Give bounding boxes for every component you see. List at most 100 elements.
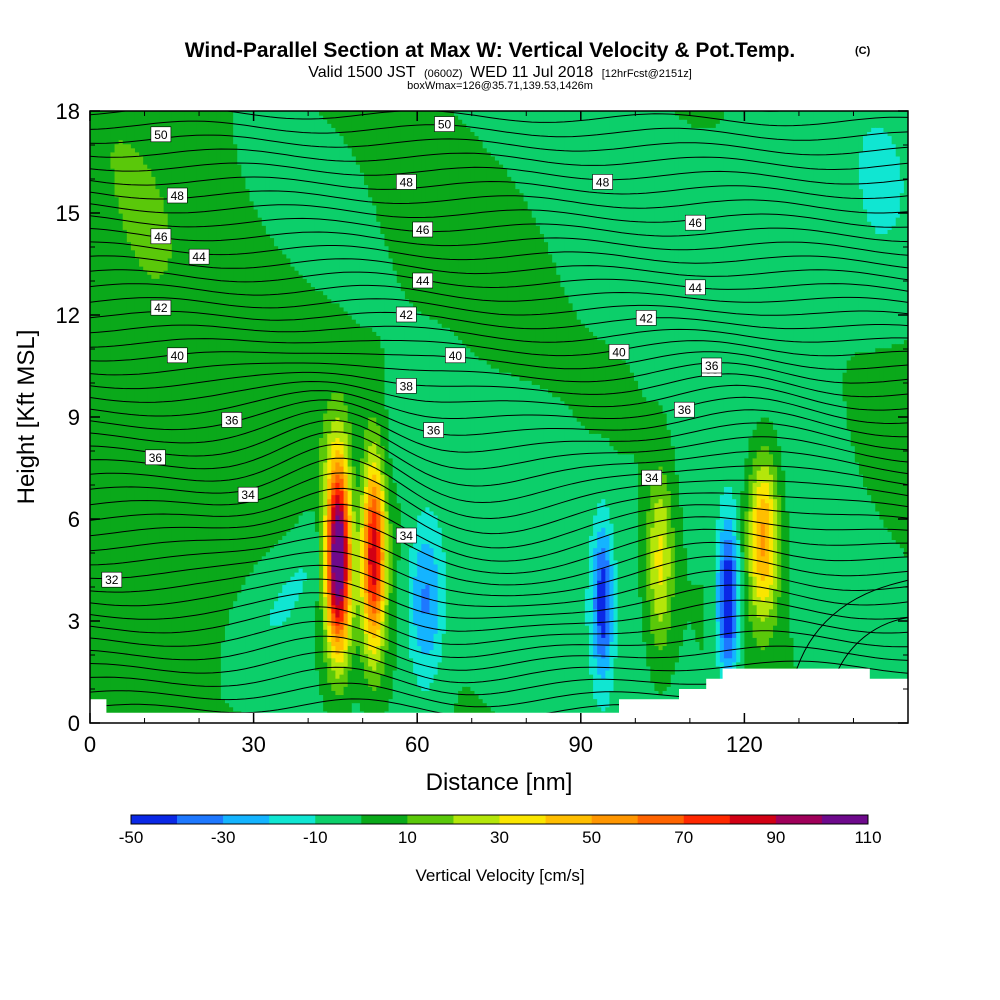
- y-tick-label: 12: [56, 303, 80, 328]
- y-tick-label: 0: [68, 711, 80, 736]
- colorbar-swatch: [545, 815, 592, 824]
- svg-text:38: 38: [400, 379, 414, 393]
- colorbar-tick-label: 30: [490, 828, 509, 847]
- theta-contour-label: 36: [145, 449, 166, 466]
- y-tick-label: 18: [56, 99, 80, 124]
- y-tick-label: 6: [68, 507, 80, 532]
- subtitle-forecast: [12hrFcst@2151z]: [602, 68, 692, 80]
- colorbar-tick-label: -30: [211, 828, 236, 847]
- colorbar-swatch: [683, 815, 731, 824]
- colorbar-swatch: [453, 815, 500, 824]
- chart-title: Wind-Parallel Section at Max W: Vertical…: [185, 39, 796, 62]
- x-tick-label: 60: [405, 732, 429, 757]
- colorbar-swatch: [821, 815, 869, 824]
- colorbar-tick-label: 70: [674, 828, 693, 847]
- y-tick-label: 3: [68, 609, 80, 634]
- colorbar-swatch: [499, 815, 546, 824]
- subtitle-valid: Valid 1500 JST: [308, 64, 416, 81]
- theta-contour-label: 46: [684, 214, 706, 231]
- x-tick-label: 30: [241, 732, 265, 757]
- plot-area: 3234343436363636383836404040424242444444…: [90, 111, 908, 723]
- colorbar-swatch: [223, 815, 270, 824]
- colorbar-label: Vertical Velocity [cm/s]: [415, 866, 584, 885]
- theta-contour-label: 34: [395, 527, 417, 544]
- colorbar-tick-label: -50: [119, 828, 144, 847]
- svg-text:36: 36: [149, 451, 163, 465]
- vertical-velocity-field: [90, 111, 908, 723]
- theta-contour-label: 36: [701, 357, 723, 374]
- svg-text:46: 46: [154, 230, 168, 244]
- theta-contour-label: 50: [434, 116, 455, 132]
- colorbar-swatch: [637, 815, 685, 824]
- colorbar-swatch: [591, 815, 638, 824]
- y-axis-label: Height [Kft MSL]: [13, 330, 40, 505]
- theta-contour-label: 36: [674, 401, 695, 418]
- theta-contour-label: 36: [221, 412, 243, 428]
- terrain-mask: [90, 668, 908, 723]
- colorbar-swatch: [407, 815, 454, 824]
- colorbar-swatch: [361, 815, 408, 824]
- colorbar-swatch: [775, 815, 823, 824]
- subtitle-zulu: (0600Z): [424, 68, 463, 80]
- subtitle-date: WED 11 Jul 2018: [470, 64, 593, 81]
- theta-contour-label: 42: [635, 310, 657, 326]
- colorbar-tick-label: 90: [766, 828, 785, 847]
- svg-text:50: 50: [154, 128, 168, 142]
- colorbar-swatch: [269, 815, 316, 824]
- theta-contour-label: 34: [237, 486, 259, 503]
- theta-contours: [90, 111, 908, 720]
- x-tick-label: 0: [84, 732, 96, 757]
- svg-text:48: 48: [596, 175, 610, 189]
- theta-contour-label: 50: [150, 126, 172, 143]
- theta-contour-label: 36: [423, 422, 444, 438]
- colorbar-tick-label: -10: [303, 828, 328, 847]
- svg-text:42: 42: [154, 301, 168, 315]
- theta-contour-label: 40: [445, 347, 466, 364]
- svg-text:32: 32: [105, 573, 119, 587]
- svg-text:46: 46: [689, 216, 703, 230]
- x-tick-label: 90: [569, 732, 593, 757]
- theta-contour-label: 44: [412, 272, 434, 289]
- svg-text:36: 36: [225, 413, 239, 427]
- svg-text:36: 36: [678, 403, 692, 417]
- y-tick-label: 9: [68, 405, 80, 430]
- theta-contour-label: 46: [150, 228, 172, 245]
- chart-subtitle-box: boxWmax=126@35.71,139.53,1426m: [407, 80, 593, 92]
- theta-contour-label: 40: [608, 344, 630, 360]
- svg-text:40: 40: [171, 349, 185, 363]
- theta-contour-label: 44: [188, 248, 210, 265]
- theta-contour-label: 46: [412, 221, 434, 238]
- svg-text:40: 40: [612, 345, 626, 359]
- theta-contour-label: 38: [395, 378, 417, 394]
- colorbar-tick-label: 110: [854, 828, 881, 847]
- colorbar: -50 -30 -10 10 30 50 70 90 110: [119, 814, 882, 847]
- x-tick-label: 120: [726, 732, 763, 757]
- svg-text:50: 50: [438, 118, 452, 132]
- svg-text:44: 44: [416, 274, 430, 288]
- svg-text:48: 48: [400, 175, 414, 189]
- theta-contour-label: 42: [150, 299, 172, 316]
- colorbar-frame: [130, 814, 869, 825]
- theta-contour-label: 42: [395, 306, 417, 323]
- y-tick-label: 15: [56, 201, 80, 226]
- svg-text:48: 48: [171, 189, 185, 203]
- theta-contour-label: 48: [167, 187, 188, 204]
- colorbar-swatch: [177, 815, 224, 824]
- theta-contour-label: 40: [167, 347, 188, 364]
- theta-contour-labels: 3234343436363636383836404040424242444444…: [101, 116, 723, 588]
- svg-text:46: 46: [416, 223, 430, 237]
- theta-contour-label: 48: [592, 174, 613, 190]
- svg-text:34: 34: [241, 488, 255, 502]
- x-axis: 0 30 60 90 120: [84, 111, 909, 757]
- colorbar-swatch: [729, 815, 777, 824]
- colorbar-tick-label: 50: [582, 828, 601, 847]
- svg-text:36: 36: [705, 359, 719, 373]
- theta-contour-label: 34: [641, 469, 663, 486]
- svg-text:42: 42: [400, 308, 414, 322]
- copyright-mark: (C): [855, 45, 871, 57]
- colorbar-swatch: [315, 815, 362, 824]
- svg-text:44: 44: [192, 250, 206, 264]
- svg-text:36: 36: [427, 424, 441, 438]
